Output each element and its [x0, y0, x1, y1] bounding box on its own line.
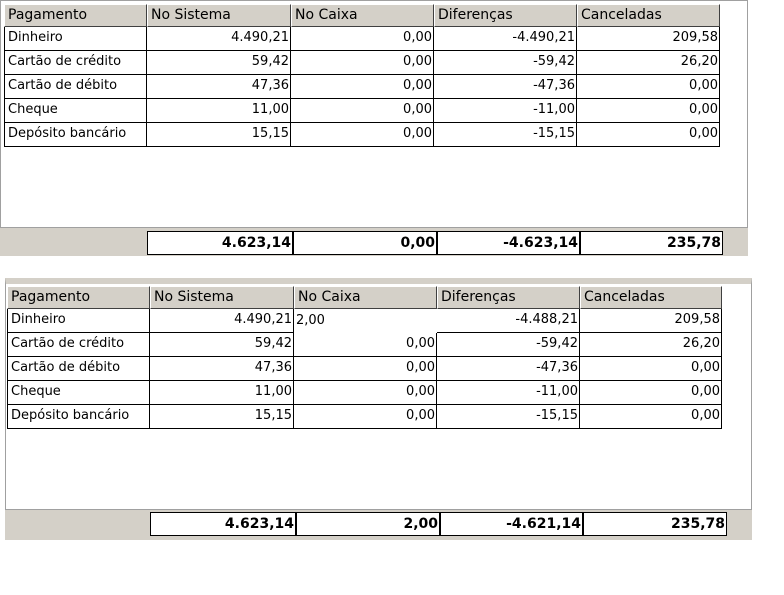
amount-cell[interactable]: 59,42	[150, 333, 294, 357]
amount-cell[interactable]: -47,36	[434, 75, 577, 99]
total-cell: 0,00	[293, 231, 437, 255]
amount-cell[interactable]: 0,00	[291, 27, 434, 51]
column-header[interactable]: Diferenças	[437, 286, 580, 309]
payment-name[interactable]: Cartão de débito	[7, 357, 150, 381]
total-cell: 235,78	[580, 231, 723, 255]
amount-cell[interactable]: 0,00	[294, 381, 437, 405]
column-header[interactable]: No Caixa	[294, 286, 437, 309]
column-header[interactable]: Canceladas	[580, 286, 722, 309]
amount-cell[interactable]: 0,00	[580, 357, 722, 381]
column-header[interactable]: Diferenças	[434, 4, 577, 27]
amount-cell[interactable]: 26,20	[577, 51, 720, 75]
amount-cell[interactable]: -59,42	[434, 51, 577, 75]
payment-name[interactable]: Cartão de débito	[4, 75, 147, 99]
column-header[interactable]: Pagamento	[4, 4, 147, 27]
amount-cell[interactable]: 0,00	[580, 381, 722, 405]
amount-cell[interactable]: 0,00	[291, 51, 434, 75]
column-header[interactable]: No Sistema	[147, 4, 291, 27]
payment-name[interactable]: Cartão de crédito	[4, 51, 147, 75]
total-cell: -4.623,14	[437, 231, 580, 255]
amount-cell[interactable]: 0,00	[291, 99, 434, 123]
amount-cell[interactable]: 15,15	[150, 405, 294, 429]
amount-cell[interactable]: 26,20	[580, 333, 722, 357]
amount-cell[interactable]: 11,00	[147, 99, 291, 123]
total-cell: 4.623,14	[150, 512, 296, 536]
amount-cell[interactable]: 47,36	[147, 75, 291, 99]
column-header[interactable]: No Caixa	[291, 4, 434, 27]
amount-cell[interactable]: 0,00	[294, 333, 437, 357]
total-cell: 2,00	[296, 512, 440, 536]
amount-cell[interactable]: -15,15	[434, 123, 577, 147]
amount-cell[interactable]: -4.490,21	[434, 27, 577, 51]
amount-cell[interactable]: -11,00	[437, 381, 580, 405]
amount-cell[interactable]: 209,58	[577, 27, 720, 51]
payment-name[interactable]: Depósito bancário	[4, 123, 147, 147]
amount-cell[interactable]: 15,15	[147, 123, 291, 147]
amount-cell[interactable]: 0,00	[580, 405, 722, 429]
total-cell: 235,78	[583, 512, 727, 536]
payment-name[interactable]: Dinheiro	[7, 309, 150, 333]
amount-cell[interactable]: 0,00	[294, 405, 437, 429]
column-header[interactable]: Pagamento	[7, 286, 150, 309]
payment-name[interactable]: Depósito bancário	[7, 405, 150, 429]
amount-cell[interactable]: 0,00	[294, 357, 437, 381]
payment-name[interactable]: Cartão de crédito	[7, 333, 150, 357]
amount-cell[interactable]: 4.490,21	[150, 309, 294, 333]
amount-cell[interactable]: 47,36	[150, 357, 294, 381]
amount-cell[interactable]: -47,36	[437, 357, 580, 381]
amount-cell[interactable]: 11,00	[150, 381, 294, 405]
total-cell: -4.621,14	[440, 512, 583, 536]
amount-cell[interactable]: 0,00	[291, 75, 434, 99]
column-header[interactable]: No Sistema	[150, 286, 294, 309]
amount-cell[interactable]: 0,00	[577, 99, 720, 123]
amount-cell[interactable]: -59,42	[437, 333, 580, 357]
payment-name[interactable]: Dinheiro	[4, 27, 147, 51]
amount-cell[interactable]: 0,00	[577, 75, 720, 99]
column-header[interactable]: Canceladas	[577, 4, 720, 27]
amount-cell[interactable]: 209,58	[580, 309, 722, 333]
payment-name[interactable]: Cheque	[4, 99, 147, 123]
amount-cell[interactable]: -4.488,21	[437, 309, 580, 333]
amount-cell[interactable]: -11,00	[434, 99, 577, 123]
amount-cell[interactable]: -15,15	[437, 405, 580, 429]
payment-name[interactable]: Cheque	[7, 381, 150, 405]
amount-cell[interactable]: 2,00	[294, 309, 437, 333]
amount-cell[interactable]: 59,42	[147, 51, 291, 75]
amount-cell[interactable]: 0,00	[577, 123, 720, 147]
amount-cell[interactable]: 4.490,21	[147, 27, 291, 51]
amount-cell[interactable]: 0,00	[291, 123, 434, 147]
total-cell: 4.623,14	[147, 231, 293, 255]
